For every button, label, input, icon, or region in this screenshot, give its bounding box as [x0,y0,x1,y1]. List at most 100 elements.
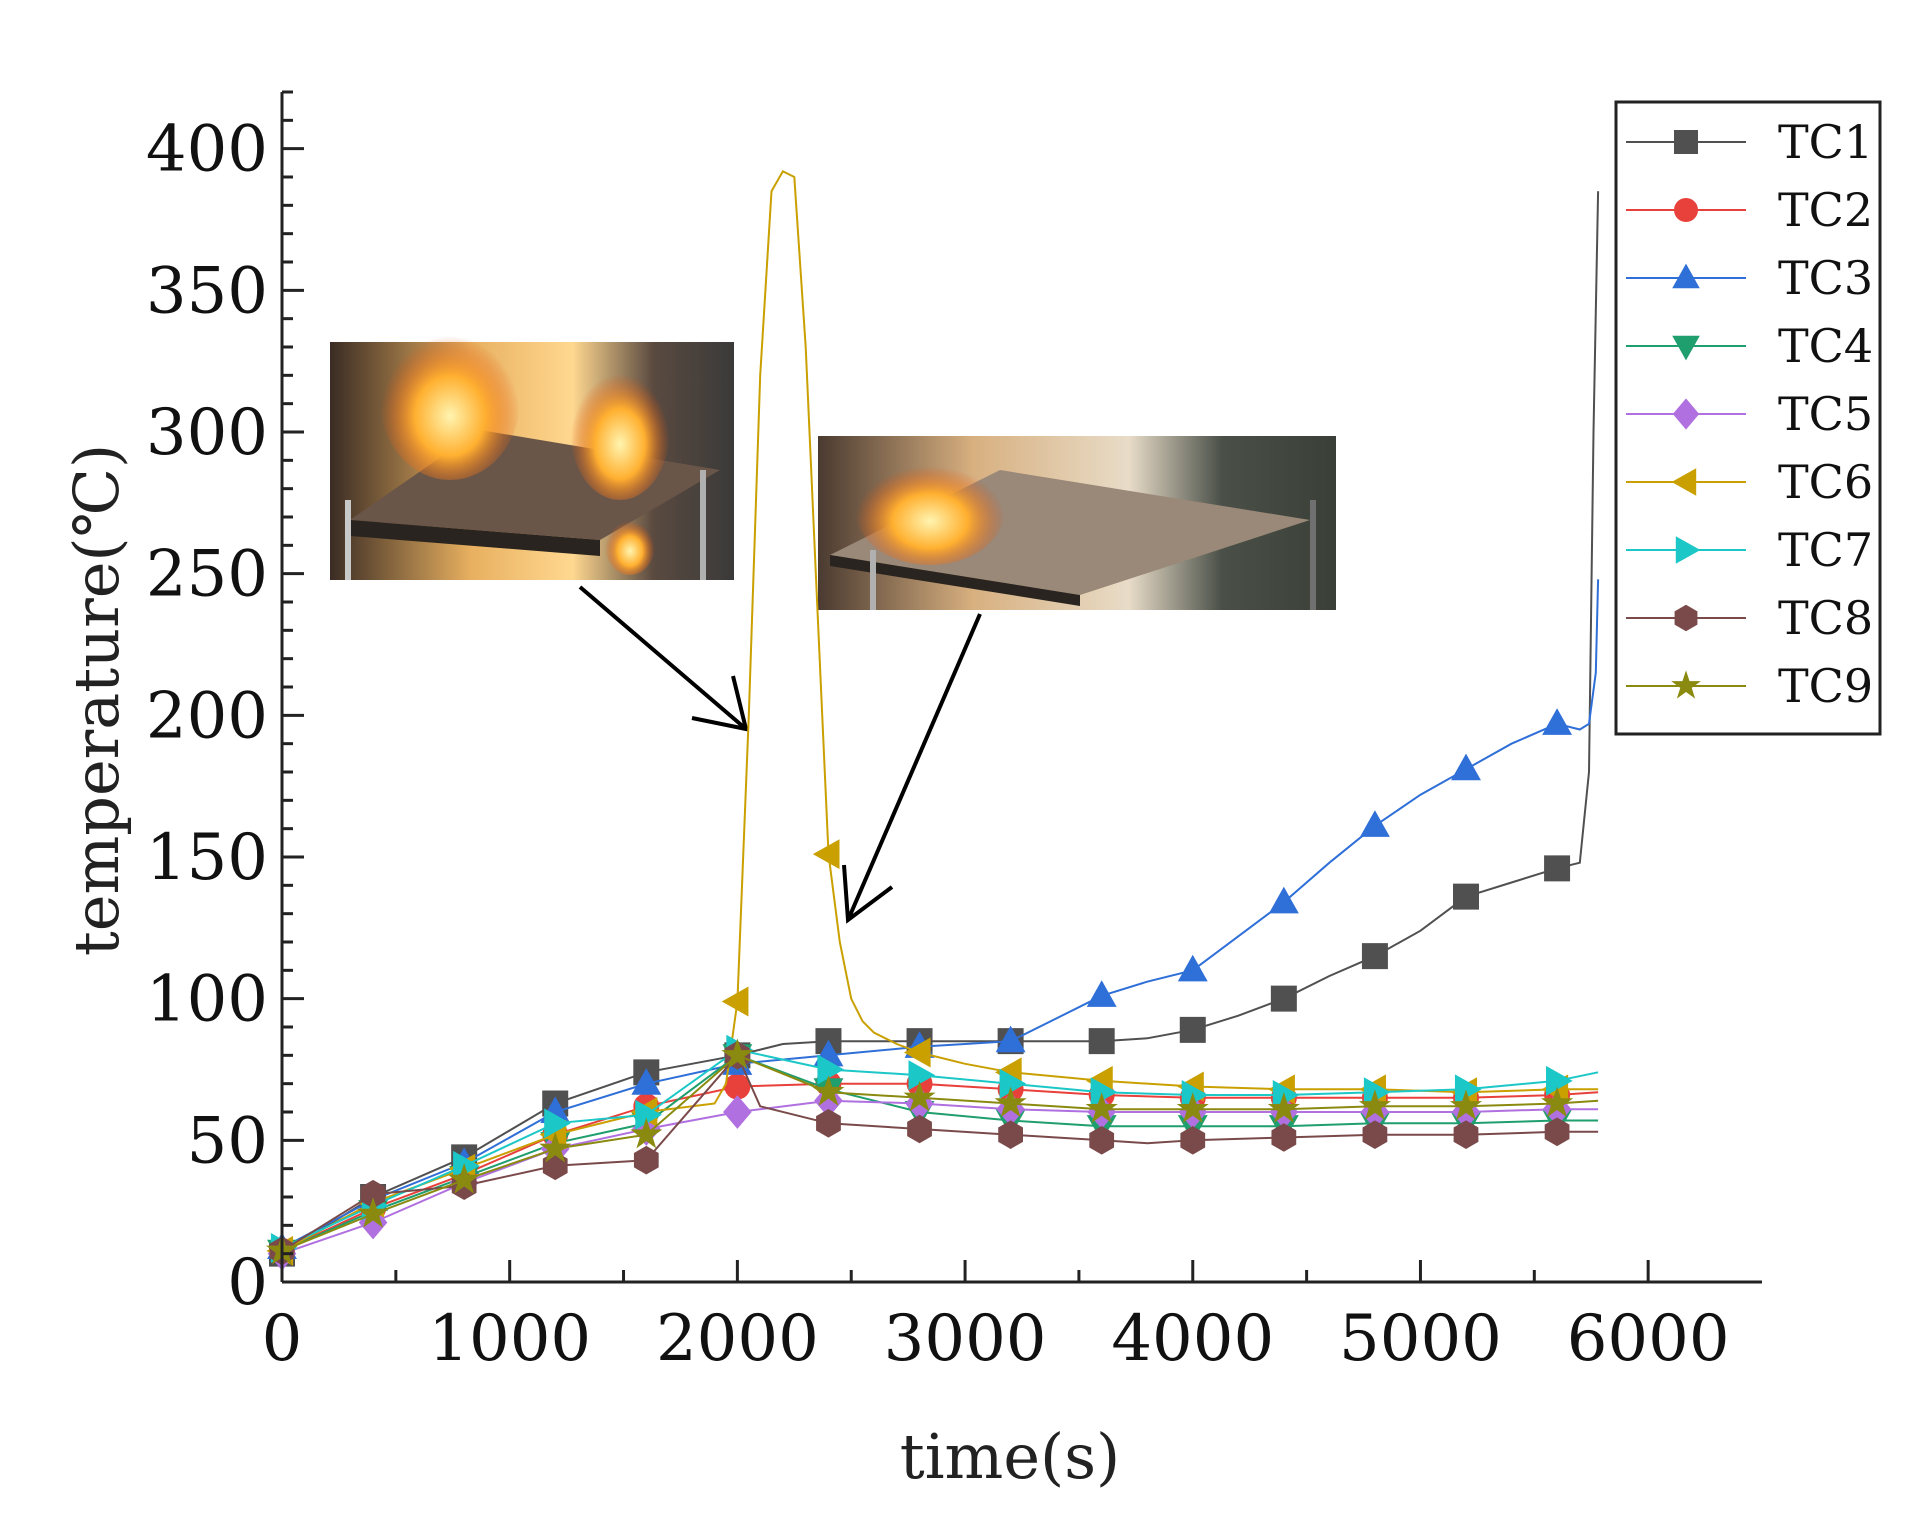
data-point-TC1 [1088,1028,1115,1055]
legend-label: TC8 [1778,591,1873,645]
data-point-TC9 [448,1163,481,1194]
legend-marker [1674,604,1698,632]
data-point-TC5 [723,1095,752,1129]
data-point-TC9 [1176,1092,1209,1123]
data-point-TC3 [1177,954,1208,982]
legend-label: TC9 [1778,659,1873,713]
data-point-TC7 [817,1054,845,1085]
series-line-TC5 [281,1099,1599,1255]
legend-label: TC5 [1778,387,1873,441]
data-point-TC8 [1362,1120,1388,1149]
y-tick-label: 250 [146,538,268,612]
legend-entry-TC3: TC3 [1626,251,1873,305]
legend-marker [1672,263,1700,289]
legend-entry-TC4: TC4 [1626,319,1873,373]
legend-marker [1672,335,1700,361]
legend-entry-TC1: TC1 [1626,115,1873,169]
legend-entry-TC6: TC6 [1626,455,1873,509]
legend-marker [1674,130,1698,154]
series-TC3 [267,579,1600,1260]
data-point-TC7 [1363,1077,1391,1108]
data-point-TC8 [1453,1120,1479,1149]
arrow-2-head [842,864,894,924]
data-point-TC3 [995,1025,1026,1053]
series-line-TC4 [281,1054,1599,1252]
data-point-TC8 [1271,1123,1297,1152]
legend-label: TC3 [1778,251,1873,305]
data-point-TC9 [994,1086,1027,1118]
data-point-TC9 [1085,1092,1118,1123]
legend-label: TC2 [1778,183,1873,237]
data-point-TC9 [812,1075,845,1106]
x-axis-title: time(s) [900,1420,1120,1493]
legend-marker [1671,468,1697,496]
data-point-TC3 [1268,886,1299,914]
data-point-TC9 [721,1038,754,1070]
data-point-TC8 [360,1179,386,1209]
data-point-TC3 [1451,753,1481,781]
data-point-TC9 [1449,1089,1483,1121]
data-point-TC9 [630,1117,663,1149]
legend-marker [1672,398,1700,430]
legend-label: TC6 [1778,455,1873,509]
legend-marker [1674,198,1698,222]
x-tick-label: 4000 [1111,1302,1274,1376]
arrow-1-head [691,675,749,732]
data-point-TC9 [1267,1092,1300,1123]
data-point-TC7 [544,1108,571,1139]
annotation-arrows [578,585,982,924]
arrow-2 [846,613,982,921]
data-point-TC8 [542,1151,568,1181]
data-point-TC2 [724,1073,751,1100]
series-line-TC8 [281,1053,1599,1252]
x-tick-label: 3000 [884,1302,1047,1376]
data-point-TC8 [998,1120,1023,1149]
legend-entry-TC7: TC7 [1626,523,1873,577]
arrow-1 [578,585,748,731]
legend: TC1 TC2 TC3 TC4 TC5 TC6 TC7 TC8 TC9 [1614,100,1882,736]
axes: 0 1000 2000 3000 4000 5000 6000 0 50 100 150 200 250… [146,90,1762,1376]
y-tick-label: 150 [146,821,268,895]
data-point-TC7 [1181,1080,1209,1110]
legend-entry-TC9: TC9 [1626,659,1873,713]
data-point-TC8 [1180,1126,1206,1155]
data-point-TC7 [635,1099,662,1130]
y-tick-label: 50 [187,1104,268,1178]
x-tick-label: 2000 [656,1302,819,1376]
series-line-TC9 [281,1054,1599,1252]
data-point-TC6 [903,1037,931,1068]
y-tick-label: 400 [146,113,268,187]
legend-label: TC4 [1778,319,1873,373]
x-tick-label: 6000 [1567,1302,1730,1376]
fire-photo-inset-1 [330,320,734,580]
data-point-TC8 [816,1109,841,1138]
data-point-TC9 [1541,1086,1574,1118]
data-point-TC7 [453,1150,480,1181]
data-point-TC1 [1361,943,1388,970]
legend-entry-TC5: TC5 [1626,387,1873,441]
y-tick-label: 100 [146,963,268,1037]
data-point-TC1 [1453,883,1479,910]
data-point-TC1 [1179,1016,1206,1043]
data-point-TC3 [1086,980,1117,1007]
data-point-TC8 [633,1145,659,1175]
data-point-TC6 [812,839,840,870]
data-point-TC3 [631,1068,662,1095]
plot-area [265,169,1600,1271]
data-point-TC5 [814,1083,843,1118]
legend-marker [1675,536,1701,564]
data-point-TC9 [357,1197,390,1228]
series-TC7 [270,1034,1599,1263]
y-axis-title: temperature(℃) [60,444,133,956]
y-tick-label: 200 [146,679,268,753]
legend-box [1614,100,1882,736]
fire-photo-inset-2 [818,436,1336,610]
data-point-TC1 [1270,985,1297,1012]
data-point-TC3 [1359,810,1390,837]
data-point-TC1 [1544,855,1571,882]
legend-label: TC1 [1778,115,1873,169]
x-tick-label: 5000 [1339,1302,1502,1376]
y-tick-label: 0 [227,1246,268,1320]
legend-entry-TC2: TC2 [1626,183,1873,237]
